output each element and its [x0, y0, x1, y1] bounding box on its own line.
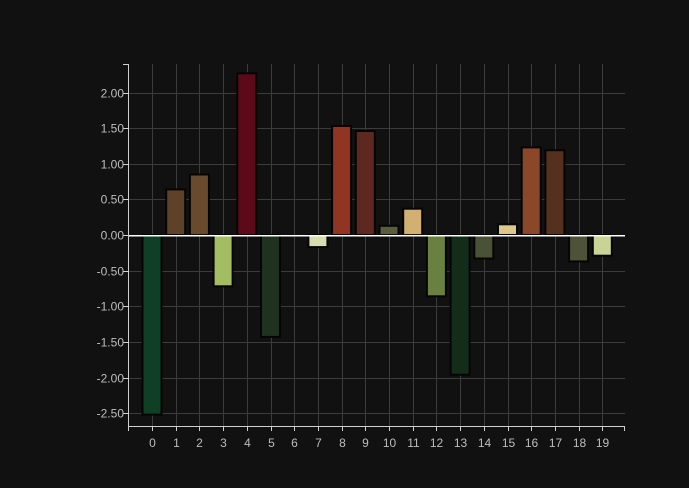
x-tick-label: 2 — [196, 436, 203, 450]
bar-13 — [449, 234, 471, 376]
bar-4 — [236, 72, 258, 237]
x-tick-label: 7 — [315, 436, 322, 450]
x-tick-label: 5 — [268, 436, 275, 450]
y-tick-label: 1.50 — [101, 122, 125, 136]
y-tick-label: -1.50 — [97, 336, 125, 350]
x-tick-label: 3 — [220, 436, 227, 450]
bar-17 — [544, 149, 566, 236]
bar-18 — [568, 234, 590, 263]
bar-8 — [331, 125, 353, 236]
y-tick-label: 2.00 — [101, 87, 125, 101]
x-tick-label: 0 — [149, 436, 156, 450]
bar-2 — [188, 173, 210, 237]
x-tick-label: 8 — [339, 436, 346, 450]
x-tick-label: 4 — [244, 436, 251, 450]
x-tick-labels: 0 1 2 3 4 5 6 7 8 9 10 11 12 13 14 15 16 17 18 19 — [149, 436, 609, 450]
bar-19 — [591, 234, 613, 257]
y-tick-label: -2.00 — [97, 372, 125, 386]
x-tick-label: 6 — [291, 436, 298, 450]
bar-3 — [212, 234, 234, 288]
bar-12 — [425, 234, 447, 298]
y-tick-labels: -2.50 -2.00 -1.50 -1.00 -0.50 0.00 0.50 1.00 1.5… — [97, 87, 125, 421]
y-tick-label: 0.00 — [101, 229, 125, 243]
bar-15 — [497, 223, 518, 237]
grid-lines — [128, 64, 625, 426]
bar-0 — [141, 234, 163, 416]
bar-9 — [354, 130, 376, 236]
y-tick-label: -1.00 — [97, 300, 125, 314]
x-tick-label: 11 — [407, 436, 420, 450]
axes — [123, 64, 625, 431]
x-tick-label: 14 — [478, 436, 492, 450]
x-tick-label: 1 — [173, 436, 180, 450]
x-tick-label: 13 — [454, 436, 468, 450]
bar-10 — [378, 224, 400, 237]
x-tick-label: 12 — [430, 436, 444, 450]
y-tick-label: 1.00 — [101, 158, 125, 172]
x-tick-label: 10 — [383, 436, 397, 450]
x-tick-label: 18 — [573, 436, 587, 450]
y-tick-label: -0.50 — [97, 265, 125, 279]
x-tick-label: 19 — [596, 436, 610, 450]
x-tick-label: 9 — [362, 436, 369, 450]
bar-14 — [473, 234, 495, 260]
x-tick-label: 16 — [525, 436, 539, 450]
y-tick-label: 0.50 — [101, 193, 125, 207]
y-tick-label: -2.50 — [97, 407, 125, 421]
bar-7 — [307, 234, 329, 249]
bar-1 — [165, 188, 187, 236]
x-tick-label: 15 — [502, 436, 516, 450]
bar-11 — [402, 207, 424, 237]
bars — [141, 72, 613, 416]
bar-16 — [520, 146, 542, 236]
x-tick-label: 17 — [549, 436, 563, 450]
bar-5 — [260, 234, 281, 338]
